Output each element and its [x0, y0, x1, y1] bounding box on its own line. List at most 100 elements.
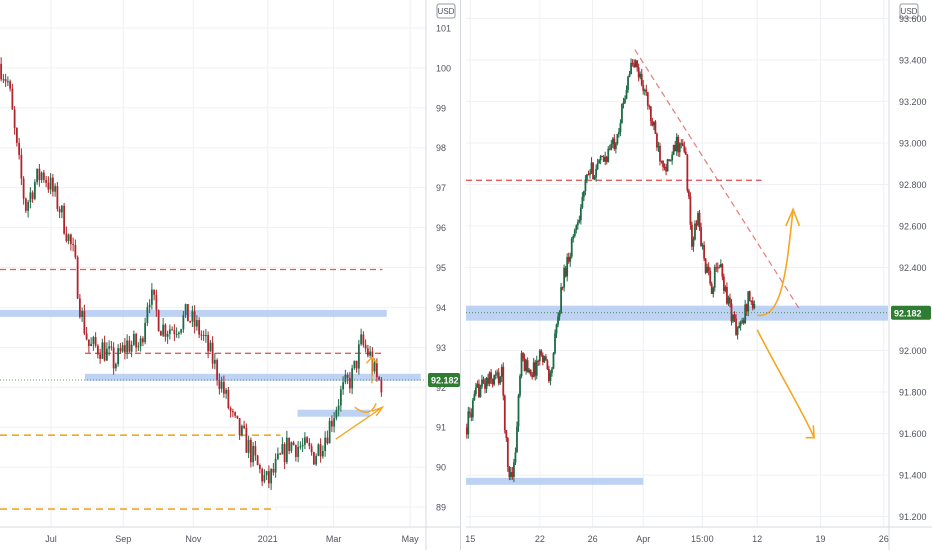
y-tick-label: 93.400 — [899, 55, 927, 65]
candle-body — [596, 163, 599, 170]
candle-body — [628, 74, 631, 77]
candle-body — [715, 267, 718, 269]
candle-body — [697, 212, 699, 226]
candle-body — [471, 400, 474, 418]
forecast-arrow-up — [365, 356, 378, 384]
support-resistance-zone — [85, 373, 421, 381]
y-tick-label: 93.000 — [899, 138, 927, 148]
candle-body — [128, 340, 131, 352]
candle-body — [558, 312, 561, 317]
candle-body — [576, 222, 579, 226]
candle-body — [24, 198, 27, 211]
candle-body — [324, 437, 327, 452]
candle-body — [543, 356, 546, 363]
x-tick-label: Mar — [326, 534, 342, 544]
y-tick-label: 91.800 — [899, 388, 927, 398]
candle-body — [155, 294, 158, 311]
candle-body — [519, 376, 521, 396]
candle-body — [297, 446, 300, 457]
y-tick-label: 92 — [436, 383, 446, 393]
candle-body — [153, 289, 156, 295]
candle-body — [29, 192, 32, 203]
candle-body — [123, 345, 126, 353]
candle-body — [672, 144, 675, 155]
candle-body — [643, 89, 646, 91]
candle-body — [31, 192, 34, 199]
y-tick-label: 91 — [436, 423, 446, 433]
candle-body — [180, 329, 183, 333]
candlestick-chart-left[interactable]: USD 89 90 91 92 93 94 95 96 97 98 99 100 101 92.182 Jul… — [0, 0, 460, 550]
candle-body — [130, 344, 133, 352]
candle-body — [573, 230, 576, 237]
candle-body — [713, 267, 716, 288]
candle-body — [611, 138, 614, 144]
candle-body — [589, 173, 591, 175]
candle-body — [649, 106, 652, 122]
candle-body — [665, 166, 667, 172]
candle-body — [355, 360, 358, 369]
candle-body — [487, 378, 489, 384]
y-tick-label: 92.800 — [899, 180, 927, 190]
candle-body — [380, 379, 383, 393]
candle-body — [718, 267, 721, 269]
candle-body — [654, 121, 657, 134]
candle-body — [694, 223, 696, 240]
candle-body — [213, 359, 216, 364]
candle-body — [121, 345, 124, 352]
candle-body — [20, 154, 23, 179]
candle-body — [581, 196, 584, 208]
candle-body — [500, 366, 503, 377]
candle-body — [517, 395, 520, 427]
candle-body — [175, 334, 178, 336]
candle-body — [555, 324, 558, 334]
candle-body — [622, 102, 625, 105]
candle-body — [189, 321, 192, 323]
candle-body — [357, 344, 360, 369]
candle-body — [76, 257, 79, 299]
chart-right-panel[interactable]: USD91.20091.40091.60091.80092.00092.2009… — [465, 0, 932, 550]
candle-body — [177, 332, 180, 335]
candle-body — [721, 264, 724, 277]
candle-body — [90, 343, 93, 347]
candle-body — [724, 286, 727, 291]
candle-body — [630, 62, 632, 75]
pane-divider[interactable] — [460, 0, 467, 550]
y-tick-label: 93.600 — [899, 14, 927, 24]
x-tick-label: May — [402, 534, 420, 544]
candle-body — [285, 437, 288, 463]
candle-body — [523, 358, 526, 372]
candle-body — [474, 387, 477, 395]
forecast-arrow-down — [354, 402, 377, 413]
chart-left-panel[interactable]: USD 89 90 91 92 93 94 95 96 97 98 99 100 101 92.182 Jul… — [0, 0, 460, 550]
candle-body — [202, 335, 205, 337]
candle-body — [595, 169, 597, 178]
candle-body — [748, 291, 751, 301]
candle-body — [651, 121, 654, 126]
candle-body — [315, 455, 318, 465]
candle-body — [485, 378, 488, 389]
support-resistance-zone — [466, 305, 888, 321]
candle-body — [548, 369, 550, 381]
candle-body — [238, 418, 241, 436]
candle-body — [353, 360, 356, 369]
candle-body — [502, 366, 505, 396]
candle-body — [234, 412, 237, 416]
candle-body — [56, 186, 59, 209]
candle-body — [470, 413, 473, 418]
candle-body — [482, 379, 485, 383]
candle-body — [364, 344, 367, 349]
candlestick-chart-right[interactable]: USD91.20091.40091.60091.80092.00092.2009… — [465, 0, 932, 550]
y-tick-label: 91.600 — [899, 429, 927, 439]
candle-body — [105, 348, 108, 361]
candle-body — [554, 333, 556, 354]
x-tick-label: Jul — [45, 534, 57, 544]
candle-body — [590, 162, 593, 174]
candle-body — [727, 297, 730, 304]
candle-body — [110, 346, 113, 348]
candle-body — [750, 300, 753, 302]
candle-body — [139, 338, 142, 347]
candle-body — [513, 462, 515, 477]
candle-body — [312, 452, 315, 465]
candle-body — [283, 444, 286, 463]
candle-body — [65, 233, 68, 242]
